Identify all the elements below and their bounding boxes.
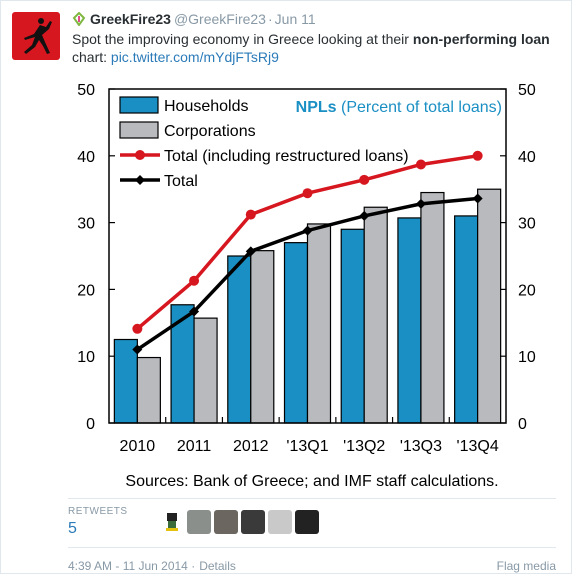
divider-top [68,498,556,499]
chart-title-rest: (Percent of total loans) [337,99,502,116]
avatar[interactable] [12,12,60,60]
author-handle[interactable]: @GreekFire23 [173,11,266,27]
legend-households-swatch [119,96,159,114]
y-tick-label-left: 40 [77,149,95,166]
tweet-date[interactable]: Jun 11 [274,11,316,27]
vine-icon [72,12,86,26]
x-tick-label: '13Q1 [286,438,328,455]
point-total-restructured [302,188,313,199]
bar-households [283,242,309,424]
y-tick-label-left: 50 [77,82,95,99]
tweet-media-link[interactable]: pic.twitter.com/mYdjFTsRj9 [110,49,279,65]
retweets-label: RETWEETS [68,506,128,517]
x-tick-label: '13Q4 [457,438,499,455]
bar-households [397,217,422,424]
point-total-restructured [415,159,426,170]
bar-corporations [136,356,161,424]
point-total [359,210,370,221]
x-tick-label: '13Q2 [343,438,385,455]
bar-households [113,338,138,424]
legend-corporations-label: Corporations [164,123,256,140]
chart-title-bold: NPLs [296,99,337,116]
npl-chart[interactable]: 0 0 10 10 20 20 30 30 40 40 50 50 2010 2011 2012 '13Q1 '… [68,76,556,496]
y-tick-label-left: 0 [86,416,95,433]
divider-bottom [68,547,556,548]
legend-total-label: Total [164,173,198,190]
bar-corporations [306,223,332,424]
legend-total-restructured-label: Total (including restructured loans) [164,148,409,165]
y-tick-label-left: 30 [77,216,95,233]
bar-corporations [420,191,445,424]
point-total [302,225,313,236]
chart-source: Sources: Bank of Greece; and IMF staff c… [125,473,498,490]
point-total [415,198,426,209]
chart-legend: Households Corporations Total (including r… [119,96,409,190]
retweeter-avatar[interactable] [295,510,319,534]
point-total-restructured [359,174,370,185]
y-tick-label-right: 0 [518,416,527,433]
x-tick-label: 2012 [233,438,269,455]
point-total [245,246,256,257]
x-tick-label: 2011 [177,438,212,455]
bar-corporations [250,250,275,424]
tweet-text-mid: chart: [72,49,111,65]
y-tick-label-right: 20 [518,282,536,299]
chart-title: NPLs (Percent of total loans) [296,99,502,116]
bar-households [340,228,365,424]
x-tick-label: 2010 [120,438,156,455]
retweeter-avatar[interactable] [187,510,211,534]
bar-households [227,255,252,424]
jumpman-logo-icon [24,18,52,54]
tweet-timestamp-row: 4:39 AM - 11 Jun 2014 · Details [68,559,236,573]
details-link[interactable]: Details [199,559,236,573]
legend-total-marker [135,175,145,185]
y-tick-label-right: 50 [518,82,536,99]
legend-corporations-swatch [119,121,159,139]
legend-households-label: Households [164,98,249,115]
y-tick-label-right: 40 [518,149,536,166]
flag-media-link[interactable]: Flag media [496,559,556,573]
point-total-restructured [472,150,483,161]
retweeter-avatar[interactable] [214,510,238,534]
retweeter-avatar[interactable] [241,510,265,534]
bar-households [454,215,479,424]
plot-frame [108,88,507,424]
point-total-restructured [189,275,200,286]
point-total [472,193,483,204]
svg-text:NPLs (Percent of total loans): NPLs (Percent of total loans) [296,99,502,116]
tweet-text-prefix: Spot the improving economy in Greece loo… [72,31,413,47]
retweeter-avatar[interactable] [268,510,292,534]
retweeter-avatars [160,510,319,534]
y-tick-label-left: 10 [77,349,95,366]
point-total [189,306,200,317]
tweet-header: GreekFire23 @GreekFire23 · Jun 11 [72,10,316,27]
x-tick-label: '13Q3 [400,438,442,455]
point-total [132,344,143,355]
bar-corporations [477,188,502,424]
timestamp-separator: · [191,559,196,573]
author-name[interactable]: GreekFire23 [90,11,171,27]
y-tick-label-right: 30 [518,216,536,233]
tweet-text: Spot the improving economy in Greece loo… [72,30,552,66]
y-tick-label-left: 20 [77,282,95,299]
bar-corporations [363,206,388,424]
y-tick-label-right: 10 [518,349,536,366]
retweets-count[interactable]: 5 [68,520,77,537]
point-total-restructured [245,209,256,220]
header-separator: · [267,11,273,27]
retweeter-avatar-icon [166,513,178,531]
bar-corporations [193,317,218,424]
legend-total-restructured-marker [135,150,145,160]
tweet-text-bold: non-performing loan [412,31,550,47]
retweeter-avatar[interactable] [160,510,184,534]
tweet-timestamp: 4:39 AM - 11 Jun 2014 [68,559,188,573]
point-total-restructured [132,323,143,334]
